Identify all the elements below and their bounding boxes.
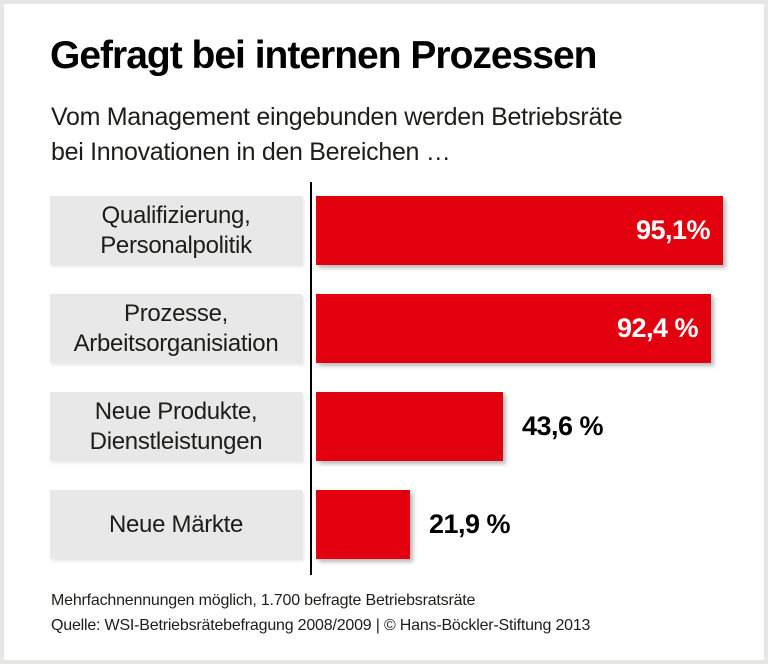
category-label: Neue Märkte	[50, 490, 302, 559]
bar	[316, 490, 410, 559]
category-label-line: Dienstleistungen	[89, 427, 263, 455]
category-label-line: Neue Produkte,	[94, 397, 258, 425]
bar-track: 95,1%	[316, 196, 723, 265]
value-label: 43,6 %	[522, 411, 604, 441]
category-label: Neue Produkte, Dienstleistungen	[50, 392, 302, 461]
chart-subtitle: Vom Management eingebunden werden Betrie…	[51, 100, 623, 170]
category-label-line: Arbeitsorganisiation	[73, 329, 279, 357]
source-line: Quelle: WSI-Betriebsrätebefragung 2008/2…	[51, 617, 591, 634]
value-label: 92,4 %	[616, 313, 699, 343]
category-label: Qualifizierung, Personalpolitik	[50, 196, 302, 265]
category-label-line: Neue Märkte	[108, 510, 244, 538]
chart-title: Gefragt bei internen Prozessen	[50, 34, 597, 77]
chart-row: Neue Märkte 21,9 %	[50, 490, 511, 559]
subtitle-line-1: Vom Management eingebunden werden Betrie…	[51, 103, 623, 131]
category-label: Prozesse, Arbeitsorganisiation	[50, 294, 302, 363]
bar-track: 21,9 %	[316, 490, 511, 559]
category-label-line: Qualifizierung,	[101, 201, 251, 229]
bar	[316, 392, 503, 461]
bar-track: 92,4 %	[316, 294, 711, 363]
axis-line	[310, 182, 312, 575]
footnote: Mehrfachnennungen möglich, 1.700 befragt…	[51, 592, 476, 609]
chart-row: Qualifizierung, Personalpolitik 95,1%	[50, 196, 723, 265]
chart-row: Neue Produkte, Dienstleistungen 43,6 %	[50, 392, 604, 461]
bar-chart: Qualifizierung, Personalpolitik 95,1% Proze…	[50, 196, 764, 566]
bar: 92,4 %	[316, 294, 711, 363]
bar-track: 43,6 %	[316, 392, 604, 461]
category-label-line: Prozesse,	[123, 299, 228, 327]
value-label: 95,1%	[635, 215, 711, 245]
bar: 95,1%	[316, 196, 723, 265]
chart-row: Prozesse, Arbeitsorganisiation 92,4 %	[50, 294, 711, 363]
value-label: 21,9 %	[429, 509, 511, 539]
subtitle-line-2: bei Innovationen in den Bereichen …	[51, 138, 451, 166]
category-label-line: Personalpolitik	[100, 231, 252, 259]
